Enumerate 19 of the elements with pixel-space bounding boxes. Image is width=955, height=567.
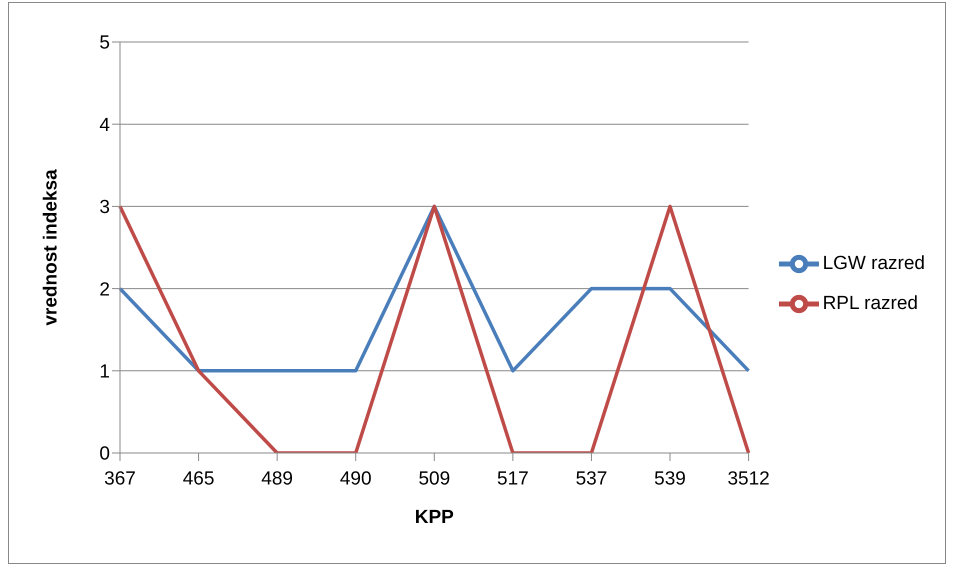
y-tick-label: 0 [99,444,110,465]
x-tick-label: 490 [340,468,372,490]
x-tick-label: 465 [182,468,214,490]
y-axis-title: vrednost indeksa [40,168,62,326]
legend-label: RPL razred [822,292,918,314]
x-tick-label: 3512 [727,468,770,490]
x-tick-label: 509 [418,468,450,490]
x-tick-label: 367 [104,468,136,490]
y-tick-label: 5 [99,32,110,54]
x-tick-label: 539 [654,468,686,490]
y-tick-label: 4 [99,114,110,136]
y-tick-label: 1 [99,362,110,383]
x-tick-label: 517 [497,468,529,490]
x-tick-label: 489 [261,468,293,490]
x-axis-title: KPP [414,507,454,528]
legend-label: LGW razred [822,252,925,274]
y-tick-label: 3 [99,197,110,218]
x-tick-label: 537 [576,468,608,490]
y-tick-label: 2 [99,279,110,300]
